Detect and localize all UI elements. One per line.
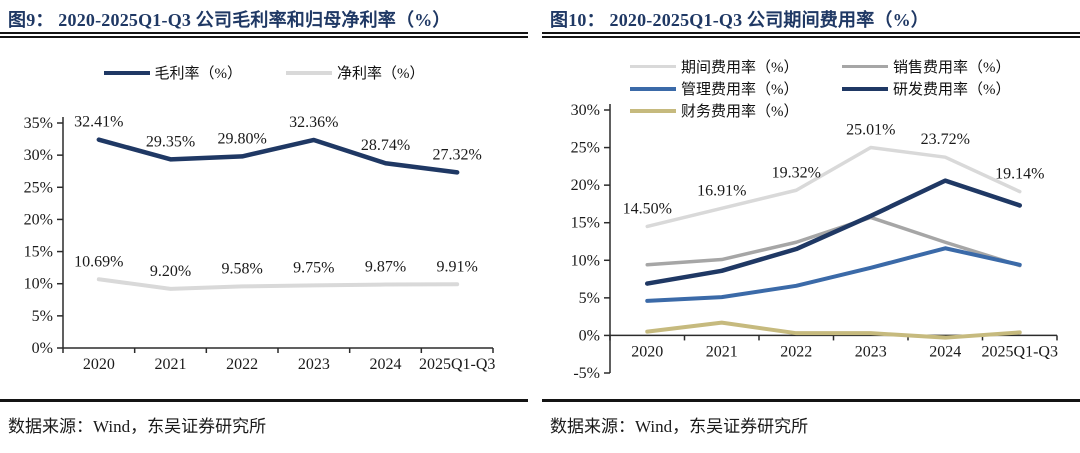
y-tick-label: 30%: [24, 147, 53, 164]
net-margin-line-swatch: [286, 70, 332, 75]
bottom-divider-line: [542, 399, 1080, 402]
data-label: 23.72%: [921, 131, 970, 148]
legend-label: 管理费用率（%）: [681, 82, 799, 98]
legend-entry-selling-expense: 销售费用率（%）: [842, 56, 1011, 77]
x-tick-label: 2020: [631, 343, 663, 360]
x-tick-label: 2020: [83, 356, 115, 373]
data-label: 25.01%: [846, 121, 895, 138]
y-tick-label: 10%: [24, 276, 53, 293]
y-tick-label: 30%: [571, 102, 600, 119]
data-label: 32.41%: [74, 114, 123, 131]
data-label: 9.58%: [222, 260, 263, 277]
legend-label: 研发费用率（%）: [893, 82, 1011, 98]
bottom-divider-line: [0, 399, 528, 402]
y-tick-label: 15%: [571, 215, 600, 232]
x-tick-label: 2025Q1-Q3: [982, 343, 1058, 360]
y-tick-label: 35%: [24, 115, 53, 132]
data-label: 28.74%: [361, 137, 410, 154]
y-tick-label: 0%: [579, 327, 600, 344]
admin-expense-line-swatch: [630, 86, 676, 91]
legend-entry-period-expense: 期间费用率（%）: [630, 56, 842, 77]
legend-label: 财务费用率（%）: [681, 104, 799, 120]
data-label: 19.32%: [772, 164, 821, 181]
figure-10-title: 图10： 2020-2025Q1-Q3 公司期间费用率（%）: [550, 10, 929, 30]
figure-9-legend: 毛利率（%） 净利率（%）: [0, 62, 528, 83]
finance-expense-line-swatch: [630, 108, 676, 113]
data-label: 29.80%: [218, 130, 267, 147]
legend-entry-net-margin: 净利率（%）: [286, 62, 425, 83]
series-line: [645, 246, 1022, 303]
series-line: [96, 277, 460, 291]
x-tick-label: 2024: [929, 343, 961, 360]
legend-entry-rd-expense: 研发费用率（%）: [842, 78, 1011, 99]
figure-10-legend: 期间费用率（%） 销售费用率（%） 管理费用率（%） 研发费用率（%） 财务费用…: [630, 56, 1011, 121]
data-label: 29.35%: [146, 133, 195, 150]
gross-margin-line-swatch: [103, 70, 150, 75]
y-tick-label: 25%: [571, 140, 600, 157]
margin-chart-canvas: 0% 5% 10% 15% 20% 25% 30% 35% 2020 2021 2022 2023 20…: [24, 114, 496, 373]
y-tick-label: -5%: [573, 365, 600, 382]
data-label: 19.14%: [995, 166, 1044, 183]
data-label: 16.91%: [697, 182, 746, 199]
legend-label: 净利率（%）: [337, 66, 425, 82]
y-tick-label: 15%: [24, 244, 53, 261]
figure-9-title: 图9： 2020-2025Q1-Q3 公司毛利率和归母净利率（%）: [8, 10, 451, 30]
x-tick-label: 2024: [370, 356, 402, 373]
period-expense-line-swatch: [630, 65, 676, 68]
data-label: 9.75%: [293, 259, 334, 276]
y-tick-label: 25%: [24, 179, 53, 196]
series-line: [645, 178, 1022, 286]
data-label: 14.50%: [623, 200, 672, 217]
data-label: 9.20%: [150, 263, 191, 280]
y-tick-label: 0%: [32, 340, 53, 357]
y-tick-label: 5%: [579, 290, 600, 307]
x-tick-label: 2025Q1-Q3: [419, 356, 495, 373]
data-label: 27.32%: [433, 146, 482, 163]
figure-10-source-note: 数据来源：Wind，东吴证券研究所: [550, 417, 809, 436]
legend-label: 销售费用率（%）: [893, 60, 1011, 76]
rd-expense-line-swatch: [842, 86, 888, 91]
series-line: [96, 137, 460, 175]
series-line: [645, 145, 1022, 229]
panel-figure-9: 图9： 2020-2025Q1-Q3 公司毛利率和归母净利率（%） 毛利率（%）…: [0, 0, 528, 453]
legend-label: 毛利率（%）: [154, 66, 243, 82]
y-tick-label: 20%: [571, 177, 600, 194]
y-tick-label: 20%: [24, 211, 53, 228]
data-label: 10.69%: [74, 253, 123, 270]
x-tick-label: 2023: [298, 356, 330, 373]
figure-9-source-note: 数据来源：Wind，东吴证券研究所: [8, 417, 267, 436]
x-tick-label: 2022: [780, 343, 812, 360]
legend-entry-admin-expense: 管理费用率（%）: [630, 78, 842, 99]
y-tick-label: 5%: [32, 308, 53, 325]
y-tick-label: 10%: [571, 252, 600, 269]
panel-figure-10: 图10： 2020-2025Q1-Q3 公司期间费用率（%） 期间费用率（%） …: [542, 0, 1080, 453]
data-label: 9.91%: [437, 258, 478, 275]
data-label: 9.87%: [365, 259, 406, 276]
x-tick-label: 2023: [855, 343, 887, 360]
title-divider-line: [542, 32, 1080, 38]
expense-chart-canvas: -5% 0% 5% 10% 15% 20% 25% 30% 2020 2021 2022 2023 20…: [571, 102, 1058, 382]
x-tick-label: 2022: [226, 356, 258, 373]
x-tick-label: 2021: [155, 356, 187, 373]
title-divider-line: [0, 32, 528, 38]
x-tick-label: 2021: [706, 343, 738, 360]
data-label: 32.36%: [289, 114, 338, 131]
selling-expense-line-swatch: [842, 65, 888, 68]
legend-entry-gross-margin: 毛利率（%）: [103, 62, 243, 83]
legend-label: 期间费用率（%）: [681, 60, 799, 76]
series-line: [645, 320, 1022, 340]
legend-entry-finance-expense: 财务费用率（%）: [630, 100, 842, 121]
series-line: [645, 215, 1022, 268]
